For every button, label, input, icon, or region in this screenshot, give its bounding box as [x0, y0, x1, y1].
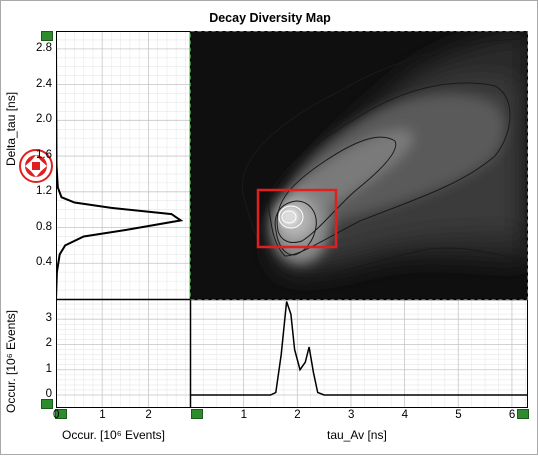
tau-av-tick-0: 1 — [240, 409, 248, 421]
occurrence-y-tick-1: 2 — [45, 337, 52, 350]
tau-av-tick-5: 6 — [508, 409, 516, 421]
y-range-handle-top[interactable] — [41, 31, 53, 41]
y-range-handle-bottom[interactable] — [41, 399, 53, 409]
occurrence-x-axis-label: Occur. [10⁶ Events] — [62, 428, 165, 442]
occurrence-y-axis-label: Occur. [10⁶ Events] — [4, 310, 18, 413]
occurrence-x-tick-1: 1 — [99, 409, 106, 421]
x-range-handle-mid[interactable] — [191, 409, 203, 419]
tau-av-tick-4: 5 — [455, 409, 462, 421]
delta-tau-tick-2: 2.0 — [36, 113, 52, 126]
tau-av-tick-3: 4 — [401, 409, 408, 421]
decay-diversity-map[interactable] — [190, 31, 528, 299]
delta-tau-tick-0: 2.8 — [36, 41, 52, 54]
tau-av-axis-label: tau_Av [ns] — [327, 428, 387, 442]
occurrence-corner-plot — [56, 299, 190, 407]
occurrence-y-tick-3: 0 — [45, 388, 52, 400]
tau-av-histogram-plot[interactable] — [190, 299, 528, 407]
x-range-handle-right[interactable] — [517, 409, 529, 419]
delta-tau-tick-5: 0.8 — [36, 220, 52, 233]
delta-tau-tick-3: 1.6 — [36, 149, 52, 162]
x-range-handle-left[interactable] — [55, 409, 67, 419]
delta-tau-axis-label: Delta_tau [ns] — [4, 91, 18, 166]
occurrence-y-tick-0: 3 — [45, 312, 52, 325]
occurrence-x-tick-2: 2 — [145, 409, 152, 421]
tau-av-tick-1: 2 — [294, 409, 301, 421]
chart-title: Decay Diversity Map — [209, 11, 331, 25]
occurrence-x-tick-0: 0 — [53, 409, 60, 421]
tau-av-tick-2: 3 — [347, 409, 355, 421]
delta-tau-tick-1: 2.4 — [36, 77, 52, 90]
delta-tau-tick-6: 0.4 — [36, 256, 52, 269]
move-cursor-icon[interactable] — [17, 147, 55, 185]
delta-tau-histogram-plot[interactable] — [56, 31, 190, 299]
delta-tau-tick-4: 1.2 — [36, 184, 52, 197]
occurrence-y-tick-2: 1 — [45, 362, 52, 375]
